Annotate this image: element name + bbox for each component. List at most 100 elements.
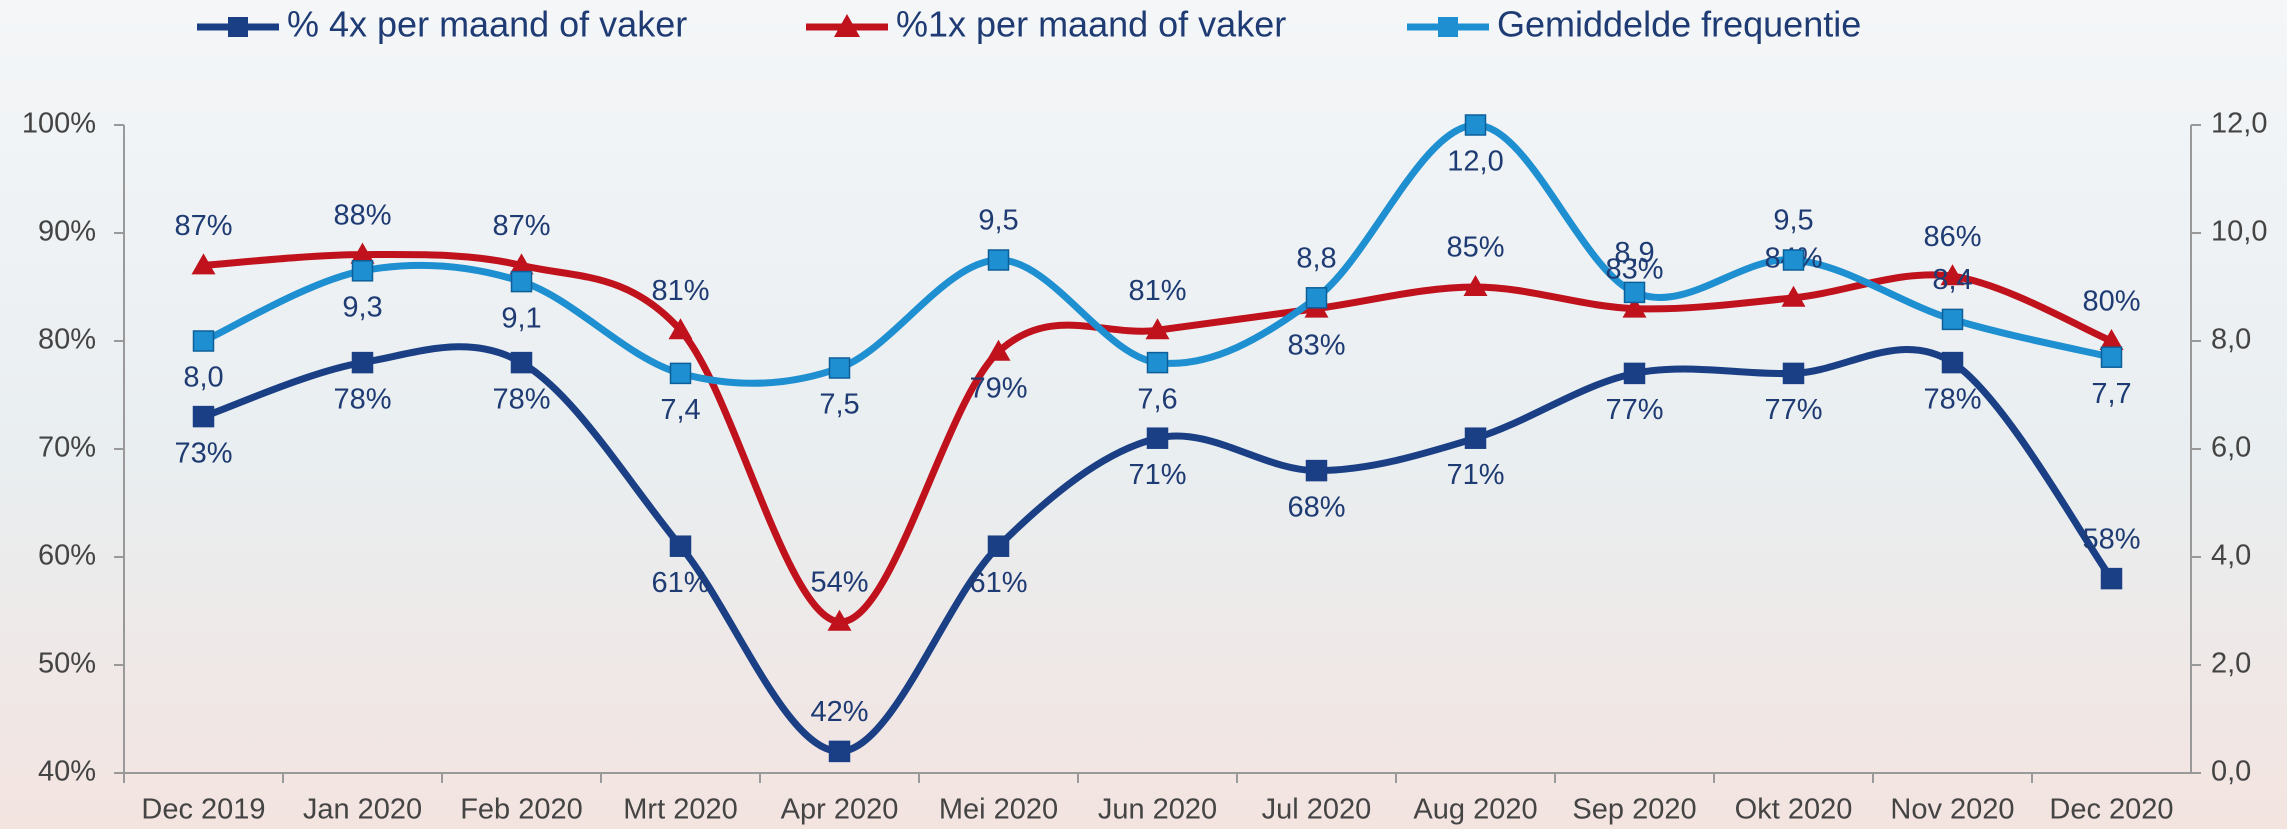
y-tick-label: 80%: [38, 324, 96, 356]
x-tick-label: Dec 2020: [2049, 794, 2173, 826]
data-label: 85%: [1446, 232, 1504, 264]
x-tick-label: Jul 2020: [1262, 794, 1372, 826]
x-tick-label: Aug 2020: [1413, 794, 1537, 826]
data-label: 9,5: [1773, 205, 1813, 237]
marker: [1146, 351, 1169, 374]
marker: [1305, 287, 1328, 309]
marker: [351, 260, 374, 282]
marker: [828, 740, 851, 763]
data-label: 78%: [492, 383, 550, 415]
data-label: 83%: [1605, 253, 1663, 285]
data-label: 71%: [1446, 459, 1504, 491]
y2-tick-label: 8,0: [2211, 324, 2251, 356]
legend-label: %1x per maand of vaker: [896, 4, 1286, 45]
data-label: 9,5: [978, 205, 1018, 237]
data-label: 8,0: [183, 362, 223, 394]
data-label: 9,3: [342, 291, 382, 323]
x-tick-label: Apr 2020: [781, 794, 899, 826]
legend-marker: [834, 14, 860, 37]
marker: [1941, 308, 1964, 331]
data-label: 73%: [174, 437, 232, 469]
marker: [1781, 285, 1806, 307]
data-label: 77%: [1764, 394, 1822, 426]
marker: [1145, 318, 1170, 340]
data-label: 80%: [2082, 286, 2140, 318]
data-label: 8,4: [1932, 264, 1972, 296]
series-line: [203, 251, 2113, 626]
marker: [510, 351, 533, 374]
data-label: 8,9: [1614, 237, 1654, 269]
data-label: 61%: [651, 567, 709, 599]
marker: [510, 270, 533, 293]
marker: [191, 253, 216, 275]
data-label: 71%: [1128, 459, 1186, 491]
legend-label: Gemiddelde frequentie: [1497, 4, 1861, 45]
data-label: 87%: [174, 210, 232, 242]
data-label: 7,5: [819, 389, 859, 421]
marker: [509, 253, 534, 275]
data-label: 9,1: [501, 302, 541, 334]
y2-tick-label: 10,0: [2211, 216, 2267, 248]
data-label: 87%: [492, 210, 550, 242]
x-tick-label: Okt 2020: [1735, 794, 1853, 826]
data-label: 86%: [1923, 221, 1981, 253]
marker: [986, 339, 1011, 361]
marker: [828, 357, 851, 379]
marker: [350, 242, 375, 264]
data-label: 61%: [969, 567, 1027, 599]
data-label: 78%: [1923, 383, 1981, 415]
x-tick-label: Feb 2020: [460, 794, 583, 826]
marker: [669, 535, 692, 557]
x-tick-label: Mrt 2020: [623, 794, 737, 826]
legend-label: % 4x per maand of vaker: [287, 4, 687, 45]
data-label: 7,7: [2091, 378, 2131, 410]
marker: [2100, 346, 2123, 368]
y-tick-label: 90%: [38, 216, 96, 248]
y2-tick-label: 12,0: [2211, 108, 2267, 140]
marker: [1941, 351, 1964, 374]
x-tick-label: Sep 2020: [1572, 794, 1696, 826]
data-label: 54%: [810, 566, 868, 598]
data-label: 58%: [2082, 523, 2140, 555]
y2-tick-label: 0,0: [2211, 756, 2251, 788]
x-tick-label: Mei 2020: [939, 794, 1058, 826]
y-tick-label: 60%: [38, 540, 96, 572]
marker: [192, 405, 215, 428]
marker: [1940, 264, 1965, 286]
marker: [1146, 427, 1169, 449]
data-label: 12,0: [1447, 146, 1503, 178]
y2-tick-label: 6,0: [2211, 432, 2251, 464]
legend-marker: [1438, 17, 1458, 37]
y-tick-label: 50%: [38, 648, 96, 680]
marker: [827, 609, 852, 631]
x-tick-label: Nov 2020: [1890, 794, 2014, 826]
y-tick-label: 100%: [22, 108, 96, 140]
marker: [1463, 275, 1488, 296]
marker: [1623, 362, 1646, 385]
marker: [1305, 459, 1328, 482]
marker: [1464, 114, 1487, 136]
marker: [2099, 329, 2124, 350]
marker: [669, 362, 692, 385]
data-label: 68%: [1287, 491, 1345, 523]
data-label: 8,8: [1296, 242, 1336, 274]
legend-marker: [228, 17, 248, 37]
marker: [668, 318, 693, 340]
marker: [2100, 567, 2123, 590]
y2-tick-label: 2,0: [2211, 648, 2251, 680]
data-label: 83%: [1287, 329, 1345, 361]
data-label: 81%: [651, 275, 709, 307]
x-tick-label: Dec 2019: [141, 794, 265, 826]
marker: [1464, 427, 1487, 449]
x-tick-label: Jun 2020: [1098, 794, 1217, 826]
y2-tick-label: 4,0: [2211, 540, 2251, 572]
data-label: 78%: [333, 383, 391, 415]
y-tick-label: 70%: [38, 432, 96, 464]
marker: [1782, 362, 1805, 385]
data-label: 42%: [810, 696, 868, 728]
data-label: 7,6: [1137, 383, 1177, 415]
marker: [987, 535, 1010, 557]
